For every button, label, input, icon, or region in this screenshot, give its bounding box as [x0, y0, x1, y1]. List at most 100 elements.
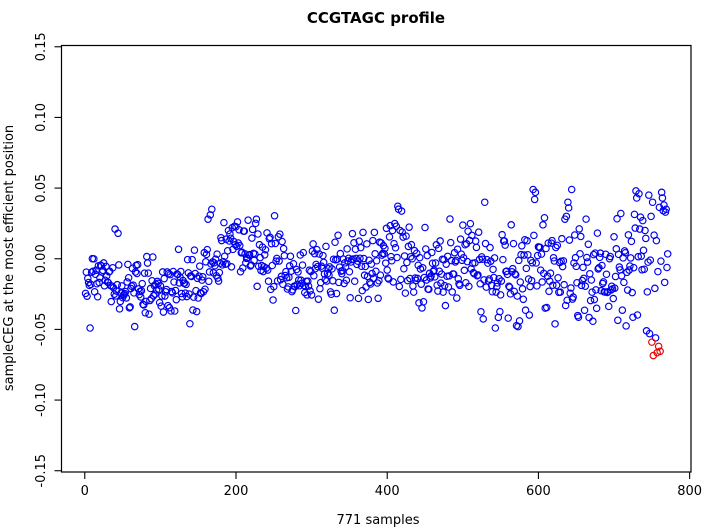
data-point: [663, 250, 672, 258]
data-point: [548, 236, 556, 245]
data-point: [445, 272, 453, 280]
data-point: [215, 268, 224, 277]
data-point: [473, 271, 481, 280]
data-point: [167, 307, 175, 315]
data-point: [412, 276, 420, 285]
data-point: [485, 275, 494, 283]
data-point: [325, 271, 333, 279]
data-point: [471, 237, 480, 245]
data-point: [389, 278, 398, 286]
data-point: [528, 259, 537, 267]
data-point: [332, 289, 341, 298]
data-point: [118, 282, 126, 290]
data-point: [513, 292, 522, 300]
data-point: [319, 258, 328, 267]
data-point: [171, 286, 180, 295]
data-point: [641, 226, 649, 235]
data-point: [267, 239, 276, 248]
data-point: [595, 253, 604, 262]
data-point: [86, 324, 94, 332]
data-point: [248, 234, 256, 242]
data-point: [214, 277, 223, 285]
data-point: [278, 237, 286, 246]
data-point: [576, 232, 585, 241]
data-point: [253, 282, 261, 291]
data-point: [356, 243, 365, 252]
data-point: [346, 293, 354, 302]
data-point: [401, 289, 410, 297]
x-axis-tick-label: 600: [526, 484, 551, 499]
data-point: [423, 251, 432, 260]
x-axis-tick-label: 200: [224, 484, 249, 499]
data-point: [431, 273, 439, 281]
data-point: [419, 297, 428, 306]
y-axis-tick-label: -0.15: [34, 454, 49, 488]
data-point: [198, 273, 207, 281]
data-point: [170, 307, 179, 315]
data-point: [108, 263, 117, 272]
data-point: [399, 233, 407, 241]
data-point: [440, 281, 449, 290]
data-point: [189, 306, 197, 314]
data-point: [299, 248, 308, 257]
data-point: [235, 226, 243, 234]
data-point: [657, 188, 666, 197]
data-point: [524, 251, 532, 259]
data-point: [577, 281, 586, 290]
data-point: [499, 255, 507, 264]
data-point: [460, 266, 469, 275]
data-point: [220, 218, 228, 227]
data-point: [604, 302, 613, 311]
data-point: [182, 280, 190, 289]
data-point: [223, 247, 232, 255]
data-point: [180, 279, 189, 287]
data-point: [335, 278, 343, 287]
data-point: [403, 258, 411, 267]
data-point: [523, 236, 531, 245]
data-point: [427, 272, 435, 280]
data-point: [329, 277, 337, 285]
data-point: [310, 271, 318, 280]
y-axis-tick-label: 0.10: [34, 103, 49, 132]
data-point: [345, 267, 354, 276]
data-point: [465, 282, 473, 291]
data-point: [491, 324, 500, 332]
data-point: [501, 241, 509, 249]
data-point: [647, 212, 655, 221]
data-point: [370, 228, 379, 237]
data-point: [584, 240, 593, 249]
data-point: [328, 265, 336, 273]
data-point: [626, 262, 634, 270]
data-point: [564, 204, 573, 212]
data-point: [183, 255, 192, 264]
data-point: [549, 253, 558, 262]
data-point: [108, 282, 116, 290]
data-point: [372, 256, 381, 265]
data-point: [115, 261, 123, 269]
data-point: [402, 232, 410, 240]
data-point: [354, 294, 363, 303]
data-point: [203, 245, 212, 254]
data-point: [449, 270, 458, 278]
data-point: [540, 213, 549, 222]
data-point: [310, 249, 319, 258]
data-point: [613, 214, 621, 223]
data-point: [164, 269, 173, 278]
scatter-points-blue: [81, 185, 672, 342]
axis-ticks: 0 200 400 600 800 -0.15 -0.10 -0.05 0.00 0.05 0.10…: [34, 32, 702, 499]
data-point: [518, 285, 527, 293]
data-point: [533, 251, 542, 260]
data-point: [590, 295, 599, 304]
data-point: [446, 238, 455, 247]
data-point: [227, 263, 236, 271]
data-point: [141, 308, 150, 317]
data-point: [195, 262, 204, 270]
data-point: [621, 248, 630, 257]
data-point: [526, 282, 534, 291]
data-point: [511, 271, 520, 279]
data-point: [314, 295, 323, 303]
data-point: [618, 306, 627, 314]
data-point: [496, 291, 505, 299]
data-point: [387, 256, 396, 265]
